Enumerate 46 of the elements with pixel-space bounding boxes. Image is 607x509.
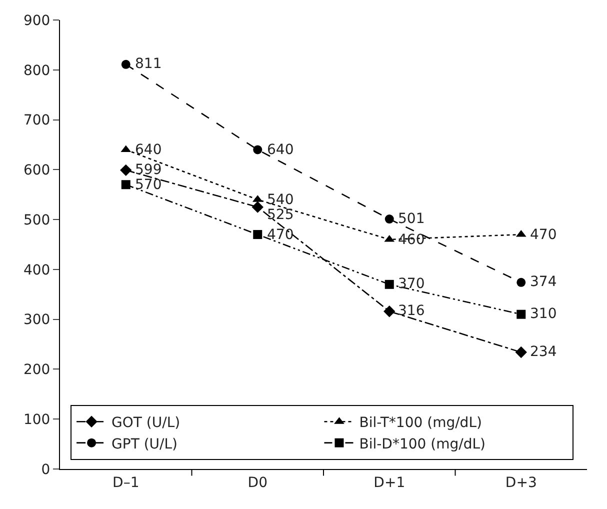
data-label: 501	[398, 211, 425, 227]
data-label: 570	[135, 177, 162, 193]
x-tick-label: D0	[248, 474, 268, 491]
x-tick-label: D+3	[505, 474, 537, 491]
point	[253, 145, 262, 154]
x-tick-label: D–1	[112, 474, 140, 491]
data-label: 525	[267, 207, 294, 223]
legend-label: Bil-T*100 (mg/dL)	[359, 415, 482, 432]
legend-label: GPT (U/L)	[112, 436, 178, 452]
legend-label: Bil-D*100 (mg/dL)	[359, 436, 486, 452]
point	[384, 214, 394, 224]
point	[515, 346, 527, 358]
point	[121, 180, 130, 190]
y-tick-label: 700	[23, 112, 50, 129]
data-label: 374	[530, 274, 557, 290]
data-label: 811	[135, 56, 162, 72]
y-tick-label: 400	[23, 262, 50, 278]
data-label: 599	[135, 162, 162, 178]
legend-label: GOT (U/L)	[112, 415, 180, 432]
data-label: 640	[267, 142, 294, 158]
y-tick-label: 600	[23, 162, 50, 179]
y-tick-label: 800	[23, 62, 50, 79]
point	[516, 310, 526, 319]
y-tick-label: 900	[23, 12, 50, 29]
point	[253, 230, 262, 240]
data-label: 460	[398, 232, 425, 248]
data-label: 640	[135, 142, 162, 158]
point	[120, 164, 132, 176]
point	[384, 280, 394, 289]
point	[252, 201, 264, 213]
point	[121, 60, 130, 69]
y-tick-label: 500	[23, 212, 50, 228]
point	[384, 306, 396, 318]
data-label: 470	[267, 227, 294, 243]
data-label: 316	[398, 303, 425, 319]
x-tick-label: D+1	[374, 474, 406, 491]
y-tick-label: 200	[23, 362, 50, 378]
point	[516, 278, 526, 287]
data-label: 470	[530, 227, 557, 243]
y-tick-label: 100	[23, 412, 50, 428]
data-label: 370	[398, 276, 425, 292]
data-label: 234	[530, 344, 557, 360]
y-tick-label: 300	[23, 312, 50, 328]
y-tick-label: 0	[41, 462, 50, 478]
data-label: 540	[267, 192, 294, 208]
data-label: 310	[530, 306, 557, 322]
